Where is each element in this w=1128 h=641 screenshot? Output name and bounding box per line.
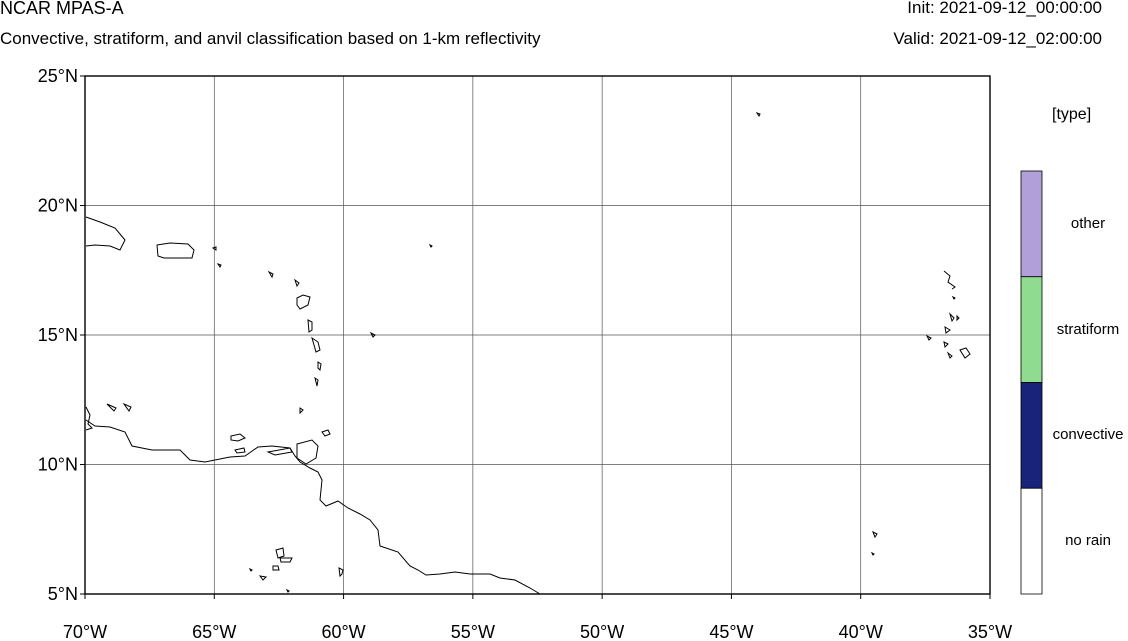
legend-swatch-convective [1020, 382, 1043, 489]
island-tiny-1 [428, 243, 433, 248]
cape-verde-7 [959, 347, 971, 359]
island-puerto-rico [156, 242, 195, 259]
island-south-9 [870, 551, 875, 556]
axis-ticks [80, 75, 991, 599]
island-dominica [307, 319, 313, 333]
cape-verde-3 [944, 326, 951, 334]
island-st-vincent [314, 376, 319, 387]
legend-label-other: other [1070, 214, 1106, 232]
island-aruba [106, 403, 117, 412]
lon-tick-label: 40°W [839, 622, 883, 641]
legend-label-convective: convective [1052, 426, 1124, 444]
cape-verde-8 [956, 314, 960, 322]
island-curacao [122, 402, 132, 412]
island-south-8 [285, 588, 290, 593]
coastline-guajira [85, 406, 93, 431]
cape-verde-6 [946, 351, 953, 359]
island-barbados [369, 331, 376, 338]
legend-label-stratiform: stratiform [1056, 320, 1120, 338]
lon-tick-label: 70°W [63, 622, 107, 641]
island-grenadines [299, 407, 304, 415]
lat-tick-label: 15°N [38, 325, 78, 345]
lon-tick-label: 50°W [580, 622, 624, 641]
lon-tick-label: 65°W [192, 622, 236, 641]
lat-tick-label: 20°N [38, 196, 78, 216]
coastline-paria [266, 447, 293, 456]
island-grenada [321, 429, 331, 437]
legend-swatch-no-rain [1020, 487, 1043, 595]
island-trinidad [296, 439, 319, 465]
island-south-2 [279, 557, 293, 563]
island-margarita [230, 433, 246, 442]
island-st-lucia [317, 361, 322, 372]
coastline-south-america [85, 419, 541, 595]
lon-tick-label: 60°W [321, 622, 365, 641]
cape-verde-4 [943, 341, 949, 349]
cape-verde-1 [943, 270, 956, 290]
island-martinique [311, 336, 321, 353]
island-hispaniola [85, 216, 126, 251]
cape-verde-5 [925, 334, 932, 341]
legend-colorbar [1020, 170, 1043, 595]
island-south-5 [338, 567, 344, 578]
coastlines [85, 112, 971, 595]
island-south-6 [872, 530, 878, 539]
island-south-1 [275, 547, 285, 559]
island-tiny-2 [755, 112, 761, 117]
init-time: Init: 2021-09-12_00:00:00 [907, 0, 1102, 17]
island-coche [234, 447, 246, 454]
island-south-7 [248, 567, 253, 572]
gridlines [85, 76, 990, 594]
cape-verde-2 [948, 312, 955, 323]
legend-title: [type] [1052, 106, 1092, 123]
lat-tick-label: 5°N [48, 584, 78, 604]
legend-swatch-stratiform [1020, 276, 1043, 383]
lon-tick-label: 45°W [709, 622, 753, 641]
plot-description: Convective, stratiform, and anvil classi… [0, 29, 541, 48]
island-south-3 [272, 565, 280, 571]
lon-tick-label: 35°W [968, 622, 1012, 641]
model-title: NCAR MPAS-A [0, 0, 124, 18]
island-small-1 [216, 263, 222, 268]
valid-time: Valid: 2021-09-12_02:00:00 [893, 29, 1102, 48]
island-virgin [211, 246, 217, 251]
island-south-4 [258, 575, 268, 581]
island-small-2 [267, 270, 274, 279]
cape-verde-9 [951, 295, 956, 300]
island-guadeloupe [296, 294, 311, 310]
island-small-3 [294, 278, 300, 288]
axis-tick-labels: 70°W 65°W 60°W 55°W 50°W 45°W 40°W 35°W 25°N 20°N… [38, 66, 1012, 641]
lon-tick-label: 55°W [451, 622, 495, 641]
lat-tick-label: 10°N [38, 455, 78, 475]
lat-tick-label: 25°N [38, 66, 78, 86]
legend-label-no-rain: no rain [1065, 532, 1111, 550]
legend-swatch-other [1020, 170, 1043, 278]
